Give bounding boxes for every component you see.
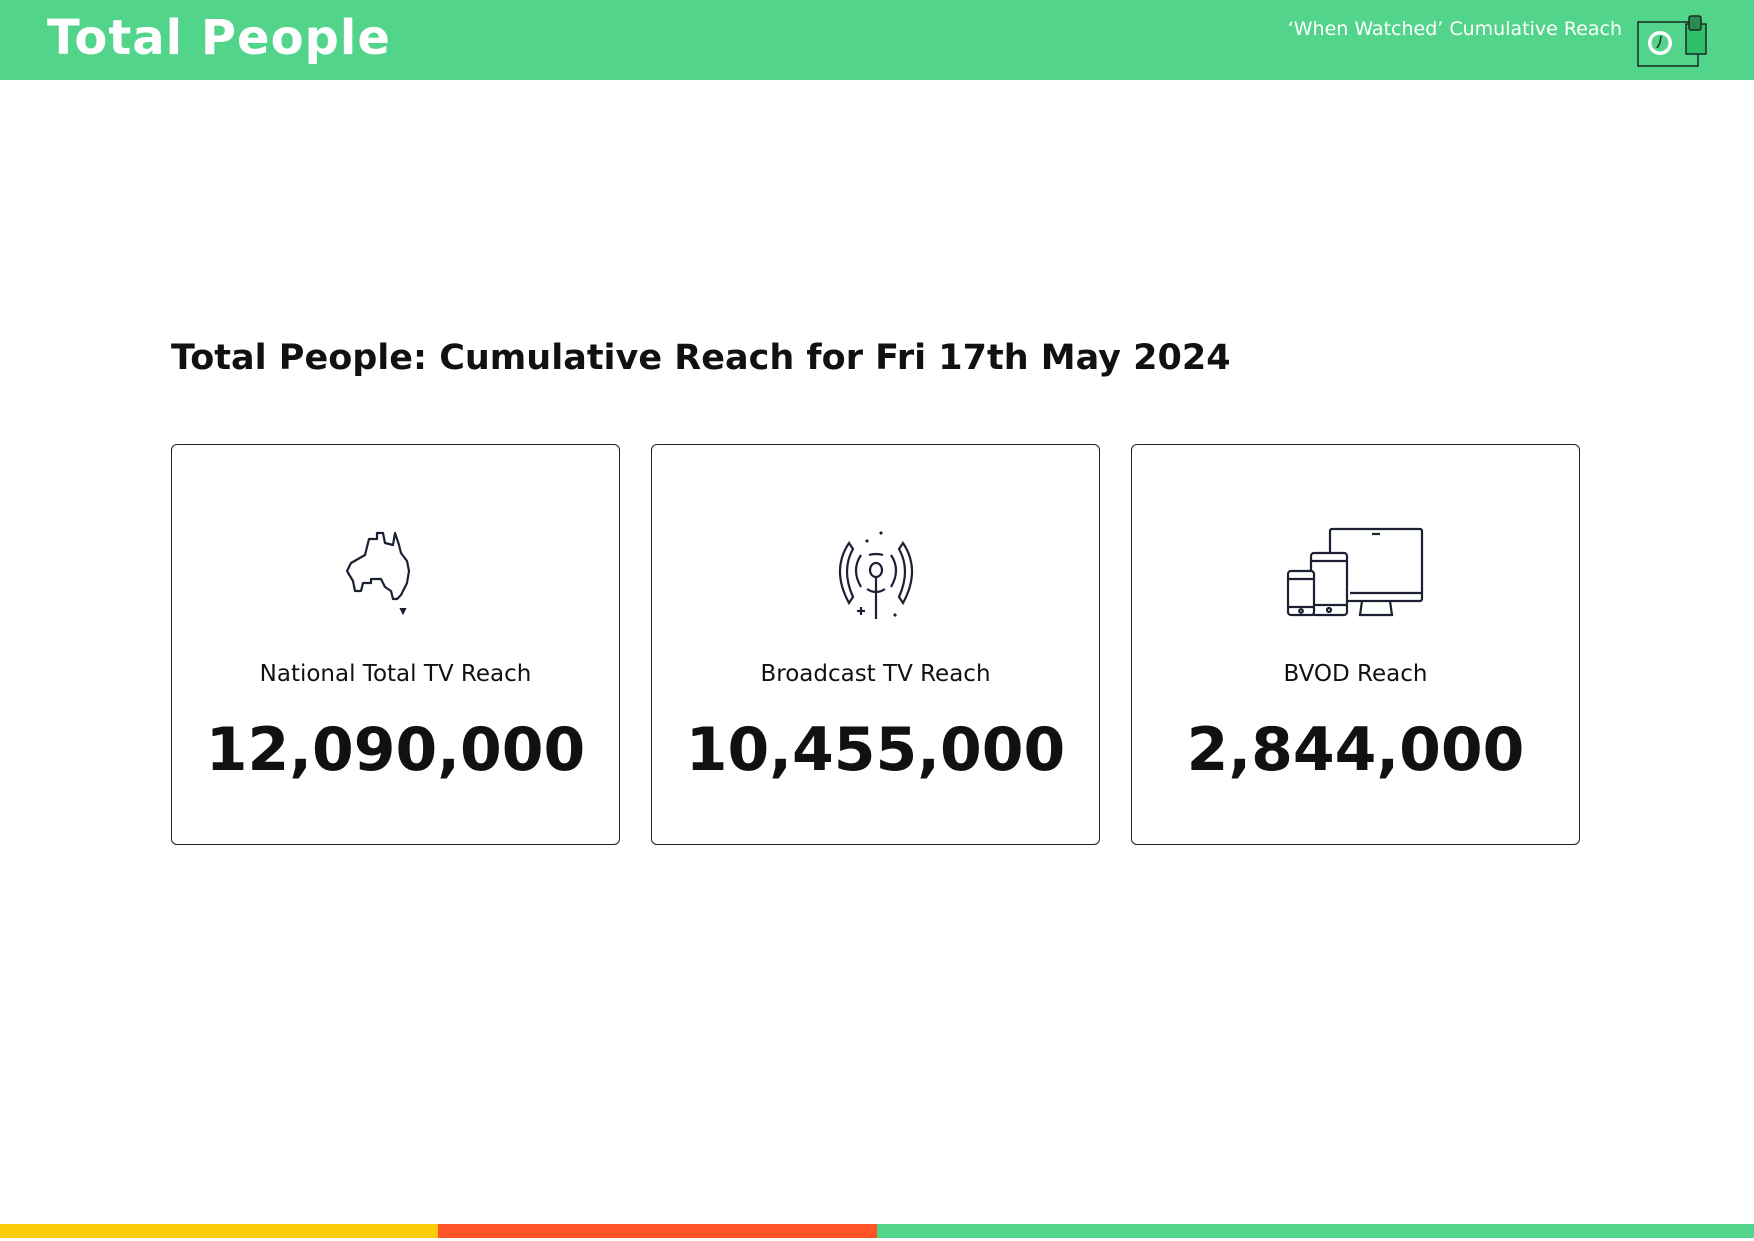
card-label: National Total TV Reach	[259, 661, 532, 687]
australia-map-icon	[345, 531, 410, 616]
header-bar: Total People ‘When Watched’ Cumulative R…	[0, 0, 1754, 80]
card-label: Broadcast TV Reach	[760, 661, 991, 687]
card-label: BVOD Reach	[1283, 661, 1428, 687]
header-subtitle: ‘When Watched’ Cumulative Reach	[1287, 18, 1622, 40]
footer-stripe-yellow	[0, 1224, 438, 1238]
card-value: 2,844,000	[1186, 715, 1525, 785]
section-heading: Total People: Cumulative Reach for Fri 1…	[171, 338, 1231, 378]
clock-devices-icon	[1637, 15, 1707, 67]
card-value: 10,455,000	[685, 715, 1066, 785]
bvod-reach-card: BVOD Reach 2,844,000	[1131, 444, 1580, 845]
broadcast-reach-card: Broadcast TV Reach 10,455,000	[651, 444, 1100, 845]
footer-stripe-green	[877, 1224, 1754, 1238]
national-reach-card: National Total TV Reach 12,090,000	[171, 444, 620, 845]
broadcast-antenna-icon	[838, 531, 913, 619]
footer-stripe-orange	[438, 1224, 877, 1238]
devices-icon	[1286, 527, 1423, 617]
card-value: 12,090,000	[205, 715, 586, 785]
page-title: Total People	[47, 10, 391, 66]
